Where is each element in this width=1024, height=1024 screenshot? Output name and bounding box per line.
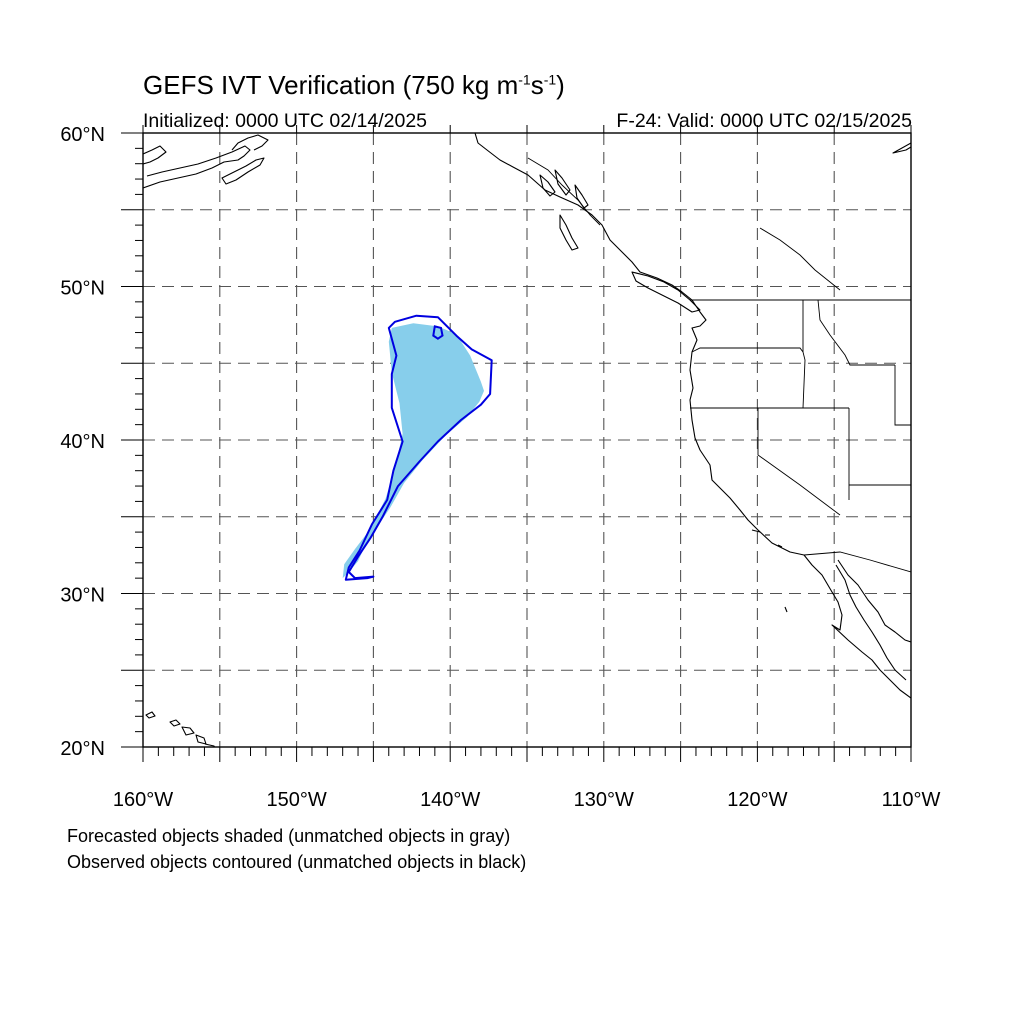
alaska-canada-border — [527, 157, 601, 226]
title-exp-2: -1 — [543, 71, 557, 88]
channel-islands — [751, 529, 788, 613]
ca-nv-border — [757, 408, 841, 516]
ivt-objects — [342, 314, 493, 581]
lat-label: 20°N — [60, 738, 105, 760]
wa-id-border — [802, 300, 806, 409]
hawaii-islands — [145, 711, 216, 747]
kodiak-island — [221, 157, 265, 185]
lon-label: 140°W — [420, 789, 480, 811]
map-title: GEFS IVT Verification (750 kg m-1s-1) — [143, 70, 565, 101]
title-text-2: s — [530, 70, 544, 100]
eastern-state-box — [894, 365, 911, 426]
lat-label: 30°N — [60, 585, 105, 607]
political-boundaries — [527, 157, 911, 573]
lat-label: 60°N — [60, 124, 105, 146]
note-observed-objects: Observed objects contoured (unmatched ob… — [67, 852, 527, 872]
yukon-bc-border — [759, 227, 841, 291]
coastlines — [143, 133, 911, 747]
baja-peninsula-coast — [835, 564, 907, 681]
vancouver-island — [631, 271, 701, 313]
lon-label: 160°W — [113, 789, 173, 811]
lon-label: 120°W — [727, 789, 787, 811]
wa-or-border — [691, 347, 804, 353]
us-mexico-border — [803, 551, 911, 573]
lon-label: 110°W — [882, 789, 941, 811]
gulf-of-california-coast — [837, 559, 911, 643]
axis-labels: 60°N 50°N 40°N 30°N 20°N 160°W 150°W 140°W 130°W… — [60, 124, 940, 811]
cook-inlet-coast — [231, 134, 269, 151]
observed-object-contour — [344, 314, 493, 581]
lat-label: 40°N — [60, 431, 105, 453]
lon-label: 130°W — [574, 789, 634, 811]
alexander-archipelago — [539, 169, 589, 209]
haida-gwaii — [559, 214, 579, 251]
alaska-peninsula — [143, 145, 251, 189]
valid-time: F-24: Valid: 0000 UTC 02/15/2025 — [616, 110, 912, 132]
observed-small-object-contour — [432, 325, 444, 340]
title-text-3: ) — [556, 70, 565, 100]
map-frame — [121, 125, 912, 762]
north-america-coastline — [474, 133, 911, 699]
id-mt-border — [817, 299, 895, 366]
note-forecast-objects: Forecasted objects shaded (unmatched obj… — [67, 826, 511, 846]
initialized-time: Initialized: 0000 UTC 02/14/2025 — [143, 110, 428, 132]
lat-label: 50°N — [60, 278, 105, 300]
lon-label: 150°W — [266, 789, 326, 811]
title-text-1: GEFS IVT Verification (750 kg m — [143, 70, 519, 100]
graticule — [143, 133, 911, 747]
title-exp-1: -1 — [518, 71, 531, 88]
